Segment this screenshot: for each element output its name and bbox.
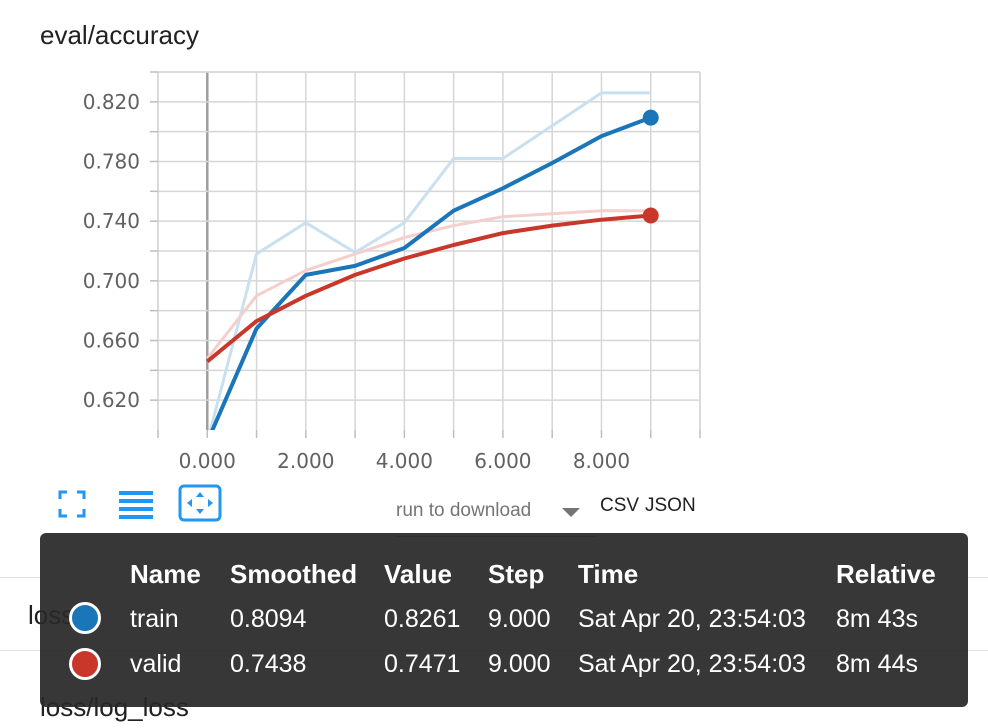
x-tick-label: 0.000 — [179, 449, 236, 473]
lines-icon — [119, 491, 153, 519]
chart-title: eval/accuracy — [40, 20, 199, 50]
tooltip-time: Sat Apr 20, 23:54:03 — [578, 605, 806, 633]
x-tick-label: 6.000 — [474, 449, 531, 473]
tooltip-header-time: Time — [578, 559, 639, 589]
fit-domain-icon — [178, 484, 222, 522]
series-color-dot-valid — [69, 648, 101, 680]
series-line-train — [210, 115, 652, 430]
y-tick-label: 0.660 — [83, 329, 140, 353]
series-raw-line-valid — [206, 209, 651, 360]
tooltip-smoothed: 0.8094 — [230, 605, 307, 633]
series-marker-valid — [642, 207, 659, 224]
tooltip-step: 9.000 — [488, 605, 551, 633]
chevron-down-icon — [562, 508, 580, 517]
csv-link[interactable]: CSV — [600, 495, 640, 516]
y-tick-label: 0.700 — [83, 269, 140, 293]
series-raw-line-train — [208, 91, 651, 430]
tooltip-time: Sat Apr 20, 23:54:03 — [578, 650, 806, 678]
accuracy-chart[interactable]: 0.620 0.660 0.700 0.740 0.780 0.820 0.000 2.000… — [0, 0, 988, 480]
tooltip-value: 0.8261 — [384, 605, 461, 633]
y-tick-label: 0.620 — [83, 388, 140, 412]
tooltip-relative: 8m 44s — [836, 650, 918, 678]
json-link[interactable]: JSON — [645, 495, 696, 516]
tooltip-header-name: Name — [130, 559, 201, 589]
run-download-select[interactable]: run to download — [396, 496, 596, 537]
y-tick-label: 0.820 — [83, 90, 140, 114]
tooltip-header-smoothed: Smoothed — [230, 559, 358, 589]
tooltip-value: 0.7471 — [384, 650, 461, 678]
series-marker-train — [642, 109, 659, 126]
tooltip-relative: 8m 43s — [836, 605, 918, 633]
run-download-placeholder: run to download — [396, 500, 532, 521]
series-line-valid — [206, 213, 651, 363]
tooltip-smoothed: 0.7438 — [230, 650, 307, 678]
x-tick-label: 4.000 — [376, 449, 433, 473]
x-tick-label: 8.000 — [573, 449, 630, 473]
tooltip-header-value: Value — [384, 559, 452, 589]
fit-domain-button[interactable] — [178, 484, 222, 524]
y-tick-label: 0.780 — [83, 150, 140, 174]
data-tooltip: Name Smoothed Value Step Time Relative t… — [40, 533, 968, 707]
tooltip-name: valid — [130, 650, 182, 678]
x-tick-label: 2.000 — [277, 449, 334, 473]
tooltip-header-relative: Relative — [836, 559, 936, 589]
series-color-dot-train — [69, 602, 101, 634]
toggle-log-scale-button[interactable] — [114, 484, 158, 524]
y-tick-label: 0.740 — [83, 209, 140, 233]
tooltip-step: 9.000 — [488, 650, 551, 678]
fullscreen-button[interactable] — [50, 484, 94, 524]
tooltip-header-step: Step — [488, 559, 545, 589]
fullscreen-icon — [58, 490, 86, 518]
tooltip-name: train — [130, 605, 179, 633]
